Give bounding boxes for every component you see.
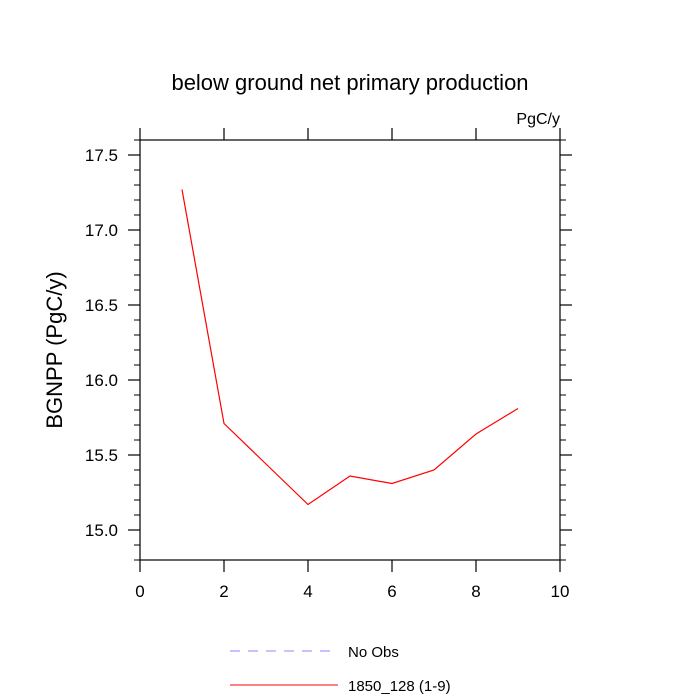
plot-frame [139, 139, 561, 561]
y-tick-label: 16.0 [85, 371, 118, 390]
units-label: PgC/y [516, 111, 560, 128]
y-tick-label: 17.5 [85, 146, 118, 165]
chart-title: below ground net primary production [171, 70, 528, 95]
y-tick-label: 15.5 [85, 446, 118, 465]
y-axis-label: BGNPP (PgC/y) [42, 271, 67, 428]
x-tick-label: 0 [135, 582, 144, 601]
y-tick-label: 16.5 [85, 296, 118, 315]
x-tick-label: 4 [303, 582, 312, 601]
y-tick-label: 17.0 [85, 221, 118, 240]
x-tick-label: 10 [551, 582, 570, 601]
legend: No Obs 1850_128 (1-9) [230, 644, 451, 695]
y-tick-label: 15.0 [85, 521, 118, 540]
legend-label-no-obs: No Obs [348, 644, 399, 661]
axis-ticks [128, 128, 572, 572]
x-tick-label: 2 [219, 582, 228, 601]
series-group [181, 189, 519, 506]
series-line [181, 189, 519, 506]
x-tick-label: 8 [471, 582, 480, 601]
x-tick-label: 6 [387, 582, 396, 601]
axis-tick-labels: 0 2 4 6 8 10 15.0 15.5 16.0 16.5 17.0 17.5 [85, 146, 570, 601]
legend-label-series: 1850_128 (1-9) [348, 678, 451, 695]
